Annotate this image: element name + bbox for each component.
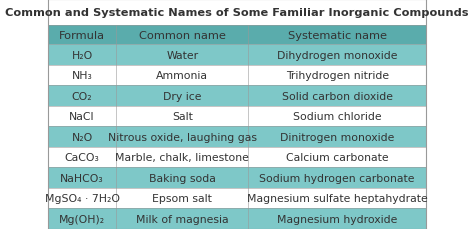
Text: Sodium hydrogen carbonate: Sodium hydrogen carbonate: [259, 173, 415, 183]
Bar: [48, 65, 116, 86]
Text: Dihydrogen monoxide: Dihydrogen monoxide: [277, 50, 397, 60]
Bar: [248, 45, 426, 65]
Text: Mg(OH)₂: Mg(OH)₂: [59, 214, 105, 224]
Text: Milk of magnesia: Milk of magnesia: [136, 214, 228, 224]
Bar: [116, 65, 248, 86]
Text: NaCl: NaCl: [69, 112, 95, 122]
Bar: [48, 0, 426, 26]
Bar: [116, 168, 248, 188]
Text: Nitrous oxide, laughing gas: Nitrous oxide, laughing gas: [108, 132, 257, 142]
Bar: [48, 26, 116, 45]
Bar: [248, 65, 426, 86]
Text: H₂O: H₂O: [72, 50, 93, 60]
Text: Trihydrogen nitride: Trihydrogen nitride: [285, 71, 389, 81]
Text: Common and Systematic Names of Some Familiar Inorganic Compounds: Common and Systematic Names of Some Fami…: [5, 8, 469, 18]
Text: Sodium chloride: Sodium chloride: [293, 112, 382, 122]
Bar: [116, 147, 248, 168]
Bar: [248, 127, 426, 147]
Text: Marble, chalk, limestone: Marble, chalk, limestone: [115, 153, 249, 162]
Bar: [116, 106, 248, 127]
Text: Ammonia: Ammonia: [156, 71, 208, 81]
Text: Baking soda: Baking soda: [149, 173, 216, 183]
Text: CO₂: CO₂: [72, 91, 92, 101]
Text: Water: Water: [166, 50, 198, 60]
Text: Formula: Formula: [59, 31, 105, 41]
Bar: [248, 168, 426, 188]
Text: Common name: Common name: [139, 31, 226, 41]
Text: Dinitrogen monoxide: Dinitrogen monoxide: [280, 132, 394, 142]
Bar: [116, 26, 248, 45]
Bar: [48, 106, 116, 127]
Text: Magnesium hydroxide: Magnesium hydroxide: [277, 214, 397, 224]
Bar: [48, 168, 116, 188]
Text: MgSO₄ · 7H₂O: MgSO₄ · 7H₂O: [45, 193, 119, 203]
Bar: [248, 188, 426, 209]
Text: NH₃: NH₃: [72, 71, 92, 81]
Bar: [48, 209, 116, 229]
Bar: [48, 147, 116, 168]
Bar: [48, 45, 116, 65]
Bar: [116, 209, 248, 229]
Text: Systematic name: Systematic name: [288, 31, 387, 41]
Text: Epsom salt: Epsom salt: [152, 193, 212, 203]
Bar: [48, 127, 116, 147]
Text: Salt: Salt: [172, 112, 192, 122]
Bar: [116, 86, 248, 106]
Text: Calcium carbonate: Calcium carbonate: [286, 153, 388, 162]
Bar: [248, 106, 426, 127]
Bar: [116, 188, 248, 209]
Text: Magnesium sulfate heptahydrate: Magnesium sulfate heptahydrate: [247, 193, 428, 203]
Bar: [248, 147, 426, 168]
Bar: [116, 45, 248, 65]
Bar: [48, 188, 116, 209]
Text: Dry ice: Dry ice: [163, 91, 201, 101]
Bar: [248, 86, 426, 106]
Bar: [116, 127, 248, 147]
Text: NaHCO₃: NaHCO₃: [60, 173, 104, 183]
Bar: [248, 26, 426, 45]
Bar: [48, 86, 116, 106]
Text: CaCO₃: CaCO₃: [65, 153, 100, 162]
Bar: [248, 209, 426, 229]
Text: Solid carbon dioxide: Solid carbon dioxide: [282, 91, 392, 101]
Text: N₂O: N₂O: [72, 132, 93, 142]
